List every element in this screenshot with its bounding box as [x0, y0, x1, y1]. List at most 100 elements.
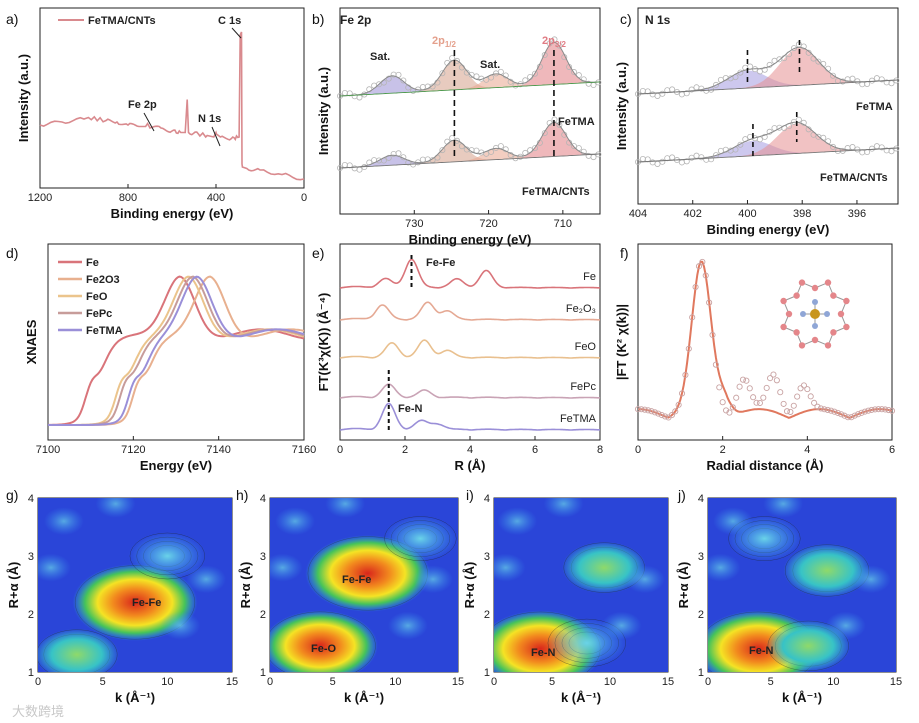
- series-label-e-3: FePc: [570, 381, 596, 393]
- x-tick-label-d-3: 7160: [292, 444, 316, 456]
- data-point-b-0-39: [400, 77, 407, 84]
- data-point-f-100: [804, 386, 811, 393]
- x-tick-label-g-0: 0: [35, 676, 41, 688]
- envelope-c-1: [637, 121, 899, 163]
- x-tick-label-f-3: 6: [889, 444, 895, 456]
- panel-label-j: j): [677, 487, 686, 503]
- y-axis-label-a: Intensity (a.u.): [16, 54, 31, 142]
- series-line-e-4: [339, 402, 601, 431]
- annotation-n1s: N 1s: [198, 113, 221, 125]
- data-point-f-80: [770, 371, 777, 378]
- data-point-f-98: [800, 382, 807, 389]
- y-axis-label-e: FT(K³χ(K)) (Å⁻⁴): [316, 293, 331, 392]
- panel-c-title: N 1s: [645, 13, 671, 27]
- axes-frame-d: [47, 243, 305, 441]
- panel-label-h: h): [236, 487, 248, 503]
- annotation-2p12-sub: 1/2: [445, 40, 457, 49]
- data-point-c-0-15: [659, 90, 666, 97]
- panel-c-plot: [635, 40, 900, 167]
- data-point-c-0-9: [649, 91, 656, 98]
- panel-label-b: b): [312, 11, 324, 27]
- axes-frame-c: [637, 7, 899, 205]
- data-point-c-1-75: [756, 136, 763, 143]
- x-tick-label-d-0: 7100: [36, 444, 60, 456]
- x-tick-label-c-0: 404: [629, 208, 647, 220]
- data-point-c-1-156: [888, 148, 895, 155]
- data-point-c-0-156: [888, 80, 895, 87]
- background-blob-i-2: [601, 611, 642, 640]
- data-point-c-1-114: [820, 134, 827, 141]
- x-tick-label-e-1: 2: [402, 444, 408, 456]
- x-axis-label-c: Binding energy (eV): [707, 222, 830, 237]
- data-point-f-150: [888, 407, 896, 414]
- data-point-f-50: [719, 399, 726, 406]
- baseline-b-0: [339, 81, 601, 97]
- series-label-e-0: Fe: [583, 271, 596, 283]
- x-tick-label-j-2: 10: [827, 676, 839, 688]
- background-blob-i-0: [497, 507, 538, 536]
- data-point-f-142: [875, 406, 882, 413]
- data-point-f-46: [712, 361, 719, 368]
- data-point-b-1-102: [502, 146, 509, 153]
- background-blob-h-1: [325, 498, 366, 518]
- data-point-f-32: [689, 314, 696, 321]
- hotspot-h-1: [270, 610, 378, 672]
- data-point-b-1-144: [571, 143, 578, 150]
- panel-j-heatmap: [708, 498, 896, 672]
- baseline-c-0: [637, 79, 899, 95]
- data-point-f-116: [831, 408, 838, 415]
- y-tick-label-h-3: 4: [260, 493, 266, 505]
- data-point-c-0-120: [830, 72, 837, 79]
- x-tick-label-c-3: 398: [793, 208, 811, 220]
- x-tick-label-d-1: 7120: [121, 444, 145, 456]
- annotation-sat-1: Sat.: [370, 51, 390, 63]
- heatmap-body-i: [494, 498, 668, 672]
- data-point-f-72: [756, 399, 763, 407]
- data-point-f-110: [821, 406, 828, 413]
- background-blob-g-1: [95, 498, 136, 518]
- envelope-b-1: [339, 121, 600, 169]
- x-tick-label-j-3: 15: [890, 676, 902, 688]
- data-point-b-1-12: [356, 166, 363, 173]
- x-tick-label-h-2: 10: [389, 676, 401, 688]
- y-tick-label-i-2: 3: [484, 551, 490, 563]
- c-atom-7: [780, 323, 787, 331]
- y-tick-label-i-3: 4: [484, 493, 490, 505]
- x-tick-label-j-1: 5: [768, 676, 774, 688]
- c-atom-14: [830, 292, 837, 299]
- annotation-2p32-sub: 3/2: [555, 40, 567, 49]
- n-atom-2: [800, 311, 806, 317]
- axes-frame-a: [39, 7, 305, 189]
- molecule-structure-icon: [780, 279, 850, 349]
- x-axis-label-d: Energy (eV): [140, 458, 212, 473]
- data-point-c-1-39: [698, 154, 705, 161]
- fe-atom: [810, 309, 820, 319]
- y-tick-label-g-2: 3: [28, 551, 34, 563]
- data-point-f-4: [641, 406, 648, 413]
- panel-label-c: c): [620, 11, 632, 27]
- x-tick-label-i-0: 0: [491, 676, 497, 688]
- series-line-fetma: [48, 275, 305, 426]
- data-point-f-88: [783, 408, 791, 415]
- x-tick-label-e-0: 0: [337, 444, 343, 456]
- legend-label-fe: Fe: [86, 257, 99, 269]
- data-point-c-0-132: [849, 75, 856, 82]
- series-line-e-1: [339, 301, 601, 321]
- watermark: 大数跨境: [12, 704, 64, 719]
- data-point-f-40: [702, 272, 709, 279]
- legend-label-feo: FeO: [86, 291, 108, 303]
- series-label-c-fetma-cnts: FeTMA/CNTs: [820, 172, 888, 184]
- x-axis-label-a: Binding energy (eV): [111, 206, 234, 221]
- data-point-c-1-138: [859, 149, 866, 156]
- data-point-b-0-12: [356, 94, 363, 101]
- data-point-b-0-120: [532, 70, 539, 77]
- data-point-c-1-150: [878, 144, 885, 151]
- data-point-f-42: [706, 299, 713, 306]
- data-point-f-38: [699, 258, 706, 265]
- series-line-e-3: [339, 383, 601, 399]
- data-point-c-0-78: [761, 66, 768, 73]
- annotation-c1s-arrow: [231, 27, 242, 39]
- c-atom-0: [837, 310, 845, 318]
- data-point-f-36: [695, 263, 703, 270]
